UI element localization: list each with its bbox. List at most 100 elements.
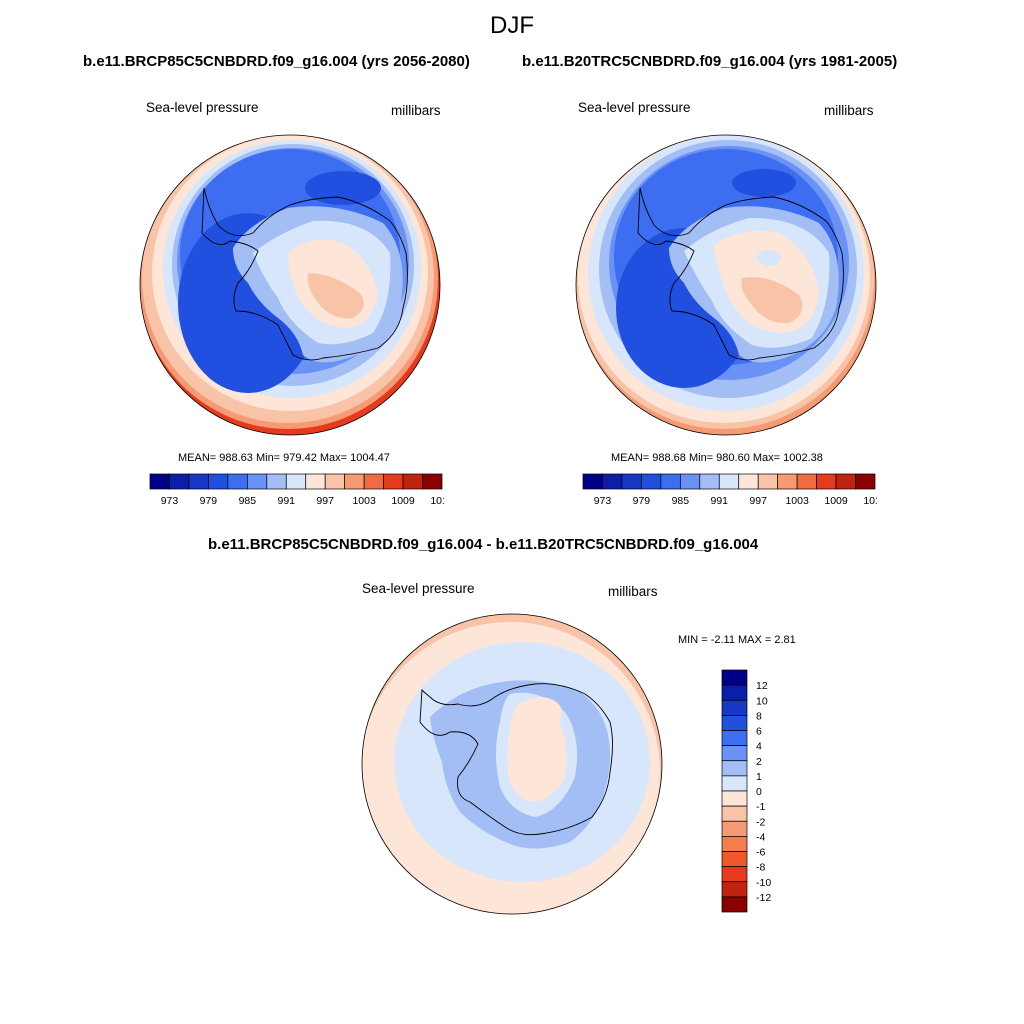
colorbar-tick-label: 979 xyxy=(200,495,218,507)
colorbar-box xyxy=(721,699,748,716)
colorbar-tick-label: 4 xyxy=(756,741,762,753)
colorbar-box xyxy=(721,820,748,837)
colorbar-tick-label: 1003 xyxy=(785,495,809,507)
colorbar-tick-label: 1003 xyxy=(352,495,376,507)
panel2-slp-contours xyxy=(576,135,876,435)
colorbar-tick-label: -12 xyxy=(756,892,771,904)
colorbar-box xyxy=(266,473,287,490)
colorbar-box xyxy=(582,473,603,490)
colorbar-box xyxy=(718,473,740,490)
panel2-colorbar: 973 979 985 991 997 1003 1009 1015 xyxy=(582,473,877,507)
colorbar-box xyxy=(757,473,779,490)
panel2-colorbar-boxes xyxy=(582,473,876,490)
panel1-subtitle: b.e11.BRCP85C5CNBDRD.f09_g16.004 (yrs 20… xyxy=(83,53,470,70)
colorbar-box xyxy=(344,473,365,490)
colorbar-box xyxy=(835,473,856,490)
colorbar-box xyxy=(721,790,748,807)
page-title: DJF xyxy=(490,12,534,39)
colorbar-box xyxy=(721,866,748,883)
panel1-colorbar-boxes xyxy=(149,473,443,490)
colorbar-box xyxy=(816,473,837,490)
panel2-units-label: millibars xyxy=(824,103,874,118)
colorbar-tick-label: 985 xyxy=(672,495,690,507)
colorbar-tick-label: 8 xyxy=(756,710,762,722)
panel3-stats: MIN = -2.11 MAX = 2.81 xyxy=(678,634,796,646)
colorbar-tick-label: -8 xyxy=(756,862,765,874)
colorbar-tick-label: -4 xyxy=(756,831,765,843)
colorbar-tick-label: 997 xyxy=(316,495,334,507)
colorbar-box xyxy=(855,473,876,490)
colorbar-box xyxy=(699,473,720,490)
colorbar-box xyxy=(721,881,748,898)
colorbar-tick-label: 997 xyxy=(749,495,767,507)
colorbar-box xyxy=(721,760,748,777)
colorbar-tick-label: 12 xyxy=(756,680,768,692)
panel3-units-label: millibars xyxy=(608,584,658,599)
colorbar-tick-label: 2 xyxy=(756,756,762,768)
panel3-polar-map xyxy=(361,613,663,915)
colorbar-box xyxy=(402,473,423,490)
colorbar-box xyxy=(285,473,307,490)
colorbar-box xyxy=(796,473,817,490)
colorbar-box xyxy=(721,775,748,792)
colorbar-box xyxy=(246,473,268,490)
colorbar-box xyxy=(777,473,798,490)
panel1-colorbar: 973 979 985 991 997 1003 1009 1015 xyxy=(149,473,444,507)
colorbar-tick-label: 1009 xyxy=(391,495,415,507)
colorbar-box xyxy=(363,473,384,490)
colorbar-box xyxy=(169,473,190,490)
colorbar-box xyxy=(721,851,748,867)
colorbar-box xyxy=(621,473,642,490)
panel1-polar-map xyxy=(139,134,441,436)
colorbar-box xyxy=(679,473,701,490)
colorbar-box xyxy=(721,684,748,701)
colorbar-box xyxy=(721,745,748,762)
panel3-colorbar-boxes xyxy=(721,669,748,913)
colorbar-box xyxy=(721,730,748,746)
colorbar-tick-label: 991 xyxy=(711,495,729,507)
colorbar-tick-label: 973 xyxy=(594,495,612,507)
colorbar-box xyxy=(383,473,404,490)
colorbar-tick-label: 991 xyxy=(278,495,296,507)
panel1-colorbar-labels: 973 979 985 991 997 1003 1009 1015 xyxy=(161,495,444,507)
colorbar-box xyxy=(305,473,326,490)
panel3-antarctica-coastline xyxy=(419,683,613,836)
colorbar-tick-label: 0 xyxy=(756,786,762,798)
colorbar-tick-label: 1 xyxy=(756,771,762,783)
colorbar-box xyxy=(721,805,748,822)
colorbar-tick-label: -10 xyxy=(756,877,771,889)
colorbar-tick-label: 1015 xyxy=(863,495,877,507)
panel2-stats: MEAN= 988.68 Min= 980.60 Max= 1002.38 xyxy=(611,452,823,464)
panel1-antarctica-coastline xyxy=(201,187,408,361)
panel2-colorbar-labels: 973 979 985 991 997 1003 1009 1015 xyxy=(594,495,877,507)
colorbar-box xyxy=(208,473,229,490)
panel1-slp-contours xyxy=(140,135,440,435)
colorbar-box xyxy=(721,896,748,913)
colorbar-tick-label: 973 xyxy=(161,495,179,507)
panel1-stats: MEAN= 988.63 Min= 979.42 Max= 1004.47 xyxy=(178,452,390,464)
colorbar-box xyxy=(721,836,748,852)
panel3-subtitle: b.e11.BRCP85C5CNBDRD.f09_g16.004 - b.e11… xyxy=(208,536,759,553)
panel1-units-label: millibars xyxy=(391,103,441,118)
colorbar-tick-label: 1015 xyxy=(430,495,444,507)
colorbar-tick-label: 979 xyxy=(633,495,651,507)
colorbar-box xyxy=(660,473,681,490)
colorbar-box xyxy=(188,473,209,490)
colorbar-tick-label: -6 xyxy=(756,847,765,859)
colorbar-tick-label: -1 xyxy=(756,801,765,813)
panel1-variable-label: Sea-level pressure xyxy=(146,100,259,115)
panel2-variable-label: Sea-level pressure xyxy=(578,100,691,115)
panel2-antarctica-coastline xyxy=(637,187,844,361)
panel2-polar-map xyxy=(575,134,877,436)
panel3-variable-label: Sea-level pressure xyxy=(362,581,475,596)
panel3-difference-contours xyxy=(362,614,662,914)
colorbar-box xyxy=(149,473,170,490)
colorbar-box xyxy=(738,473,759,490)
colorbar-box xyxy=(324,473,346,490)
colorbar-box xyxy=(641,473,662,490)
colorbar-box xyxy=(422,473,443,490)
colorbar-tick-label: 1009 xyxy=(824,495,848,507)
colorbar-box xyxy=(721,715,748,731)
